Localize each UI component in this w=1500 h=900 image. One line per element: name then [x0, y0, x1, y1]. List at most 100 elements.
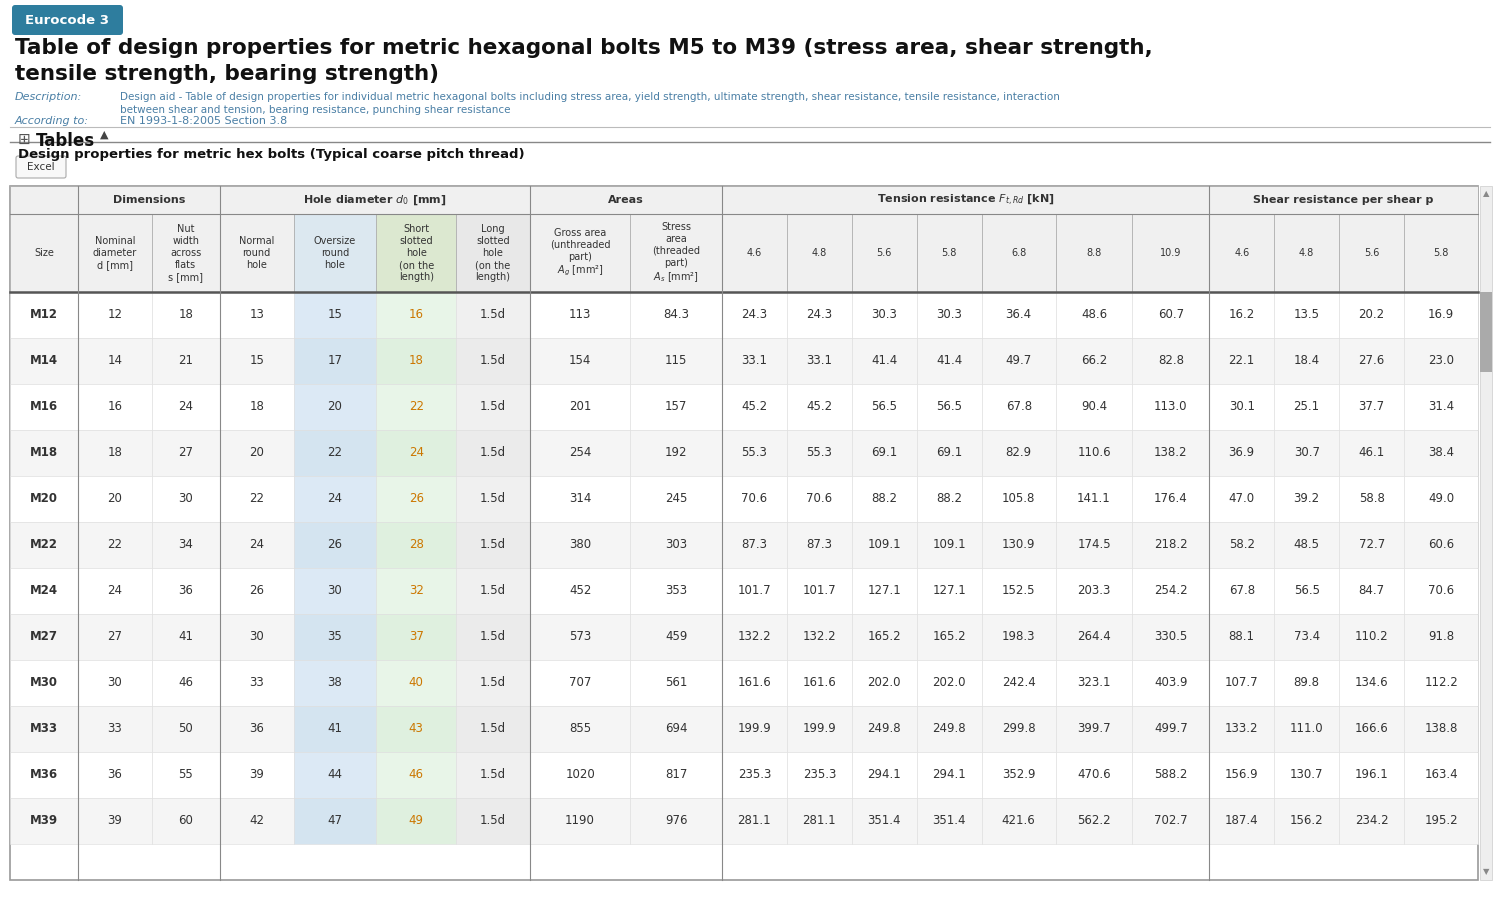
Text: Hole diameter $d_0$ [mm]: Hole diameter $d_0$ [mm]: [303, 194, 447, 207]
Bar: [10, 706, 78, 752]
Bar: [219, 798, 294, 844]
Bar: [852, 292, 916, 338]
Bar: [788, 798, 852, 844]
Text: 38: 38: [327, 677, 342, 689]
Text: 380: 380: [568, 538, 591, 552]
Bar: [152, 338, 219, 384]
Text: 132.2: 132.2: [802, 631, 836, 644]
Bar: [1209, 752, 1274, 798]
Bar: [852, 522, 916, 568]
Text: 66.2: 66.2: [1082, 355, 1107, 367]
Bar: [376, 522, 456, 568]
Text: 70.6: 70.6: [807, 492, 832, 506]
Bar: [982, 660, 1056, 706]
Text: 37.7: 37.7: [1359, 400, 1384, 413]
Text: 56.5: 56.5: [936, 400, 963, 413]
Text: 46.1: 46.1: [1359, 446, 1384, 460]
Bar: [1340, 476, 1404, 522]
Bar: [456, 706, 530, 752]
Text: 88.2: 88.2: [871, 492, 897, 506]
Text: 36: 36: [249, 723, 264, 735]
Bar: [1340, 292, 1404, 338]
Text: 5.6: 5.6: [1364, 248, 1380, 258]
Bar: [1404, 338, 1478, 384]
Bar: [852, 614, 916, 660]
Text: 351.4: 351.4: [867, 814, 901, 827]
Bar: [1209, 186, 1478, 214]
Text: Oversize
round
hole: Oversize round hole: [314, 236, 356, 270]
Text: 47: 47: [327, 814, 342, 827]
Text: 44: 44: [327, 769, 342, 781]
Bar: [219, 660, 294, 706]
Text: 6.8: 6.8: [1011, 248, 1026, 258]
Text: 26: 26: [408, 492, 423, 506]
Bar: [10, 660, 78, 706]
Bar: [722, 214, 788, 292]
Bar: [376, 706, 456, 752]
Bar: [1056, 614, 1132, 660]
Text: 46: 46: [178, 677, 194, 689]
Text: 36.9: 36.9: [1228, 446, 1256, 460]
Text: 48.6: 48.6: [1082, 309, 1107, 321]
Bar: [1340, 614, 1404, 660]
Text: 58.8: 58.8: [1359, 492, 1384, 506]
Bar: [1340, 798, 1404, 844]
Text: 353: 353: [664, 584, 687, 598]
Bar: [1404, 384, 1478, 430]
Bar: [10, 292, 78, 338]
Text: 133.2: 133.2: [1226, 723, 1258, 735]
Text: Dimensions: Dimensions: [112, 195, 184, 205]
Text: 1190: 1190: [566, 814, 596, 827]
Text: 20: 20: [108, 492, 123, 506]
Text: 130.9: 130.9: [1002, 538, 1035, 552]
Text: 26: 26: [249, 584, 264, 598]
Text: 41: 41: [178, 631, 194, 644]
Bar: [530, 186, 722, 214]
Text: 156.9: 156.9: [1226, 769, 1258, 781]
Text: 47.0: 47.0: [1228, 492, 1256, 506]
Bar: [1132, 568, 1209, 614]
Text: M39: M39: [30, 814, 58, 827]
Text: 82.8: 82.8: [1158, 355, 1184, 367]
Bar: [1132, 798, 1209, 844]
Text: 26: 26: [327, 538, 342, 552]
Text: 470.6: 470.6: [1077, 769, 1112, 781]
Bar: [152, 660, 219, 706]
Text: 25.1: 25.1: [1293, 400, 1320, 413]
Bar: [456, 798, 530, 844]
Text: 49.0: 49.0: [1428, 492, 1454, 506]
Bar: [722, 614, 788, 660]
Bar: [982, 338, 1056, 384]
Text: 28: 28: [408, 538, 423, 552]
Text: 88.1: 88.1: [1228, 631, 1254, 644]
Text: 245: 245: [664, 492, 687, 506]
Text: 132.2: 132.2: [738, 631, 771, 644]
Bar: [219, 568, 294, 614]
Bar: [1209, 338, 1274, 384]
Text: 202.0: 202.0: [867, 677, 901, 689]
Text: 73.4: 73.4: [1293, 631, 1320, 644]
Bar: [219, 752, 294, 798]
Text: 16.2: 16.2: [1228, 309, 1256, 321]
Text: Tables: Tables: [36, 132, 94, 150]
Text: 281.1: 281.1: [802, 814, 836, 827]
Text: 30: 30: [327, 584, 342, 598]
Text: 67.8: 67.8: [1005, 400, 1032, 413]
Bar: [294, 214, 376, 292]
Text: 561: 561: [664, 677, 687, 689]
Text: 201: 201: [568, 400, 591, 413]
Text: 72.7: 72.7: [1359, 538, 1384, 552]
Bar: [1404, 522, 1478, 568]
Bar: [852, 430, 916, 476]
Text: 16.9: 16.9: [1428, 309, 1454, 321]
Bar: [1340, 384, 1404, 430]
Bar: [456, 214, 530, 292]
Bar: [1056, 384, 1132, 430]
Text: According to:: According to:: [15, 116, 88, 126]
Text: 1.5d: 1.5d: [480, 723, 506, 735]
Text: 20: 20: [327, 400, 342, 413]
Bar: [1056, 522, 1132, 568]
Text: 70.6: 70.6: [1428, 584, 1454, 598]
Bar: [916, 752, 982, 798]
Bar: [10, 384, 78, 430]
